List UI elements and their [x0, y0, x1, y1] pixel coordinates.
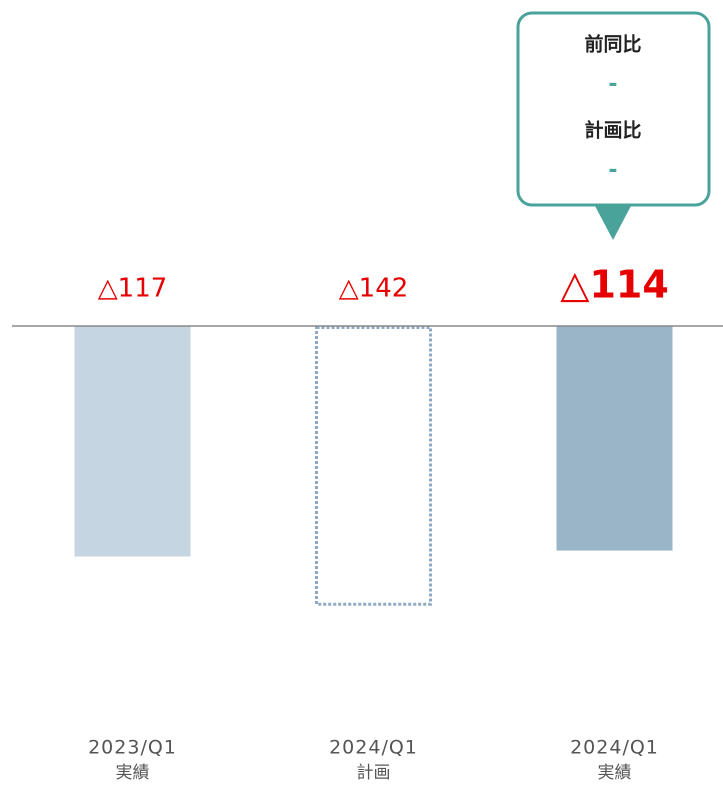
- bar: [74, 326, 191, 557]
- x-tick-label: 2024/Q1: [570, 737, 659, 759]
- value-label: △117: [98, 274, 168, 304]
- x-tick-sublabel: 計画: [357, 763, 391, 783]
- callout-label: 計画比: [584, 119, 641, 142]
- value-label: △142: [339, 274, 409, 304]
- bar: [556, 326, 673, 551]
- callout-value: -: [608, 158, 617, 183]
- x-tick-sublabel: 実績: [598, 763, 632, 783]
- x-tick-label: 2024/Q1: [329, 737, 418, 759]
- callout-pointer: [594, 204, 632, 240]
- value-label: △114: [560, 263, 669, 307]
- x-tick-label: 2023/Q1: [88, 737, 177, 759]
- callout-value: -: [608, 72, 617, 97]
- callout-label: 前同比: [584, 33, 641, 56]
- x-tick-sublabel: 実績: [116, 763, 150, 783]
- bar: [315, 326, 432, 606]
